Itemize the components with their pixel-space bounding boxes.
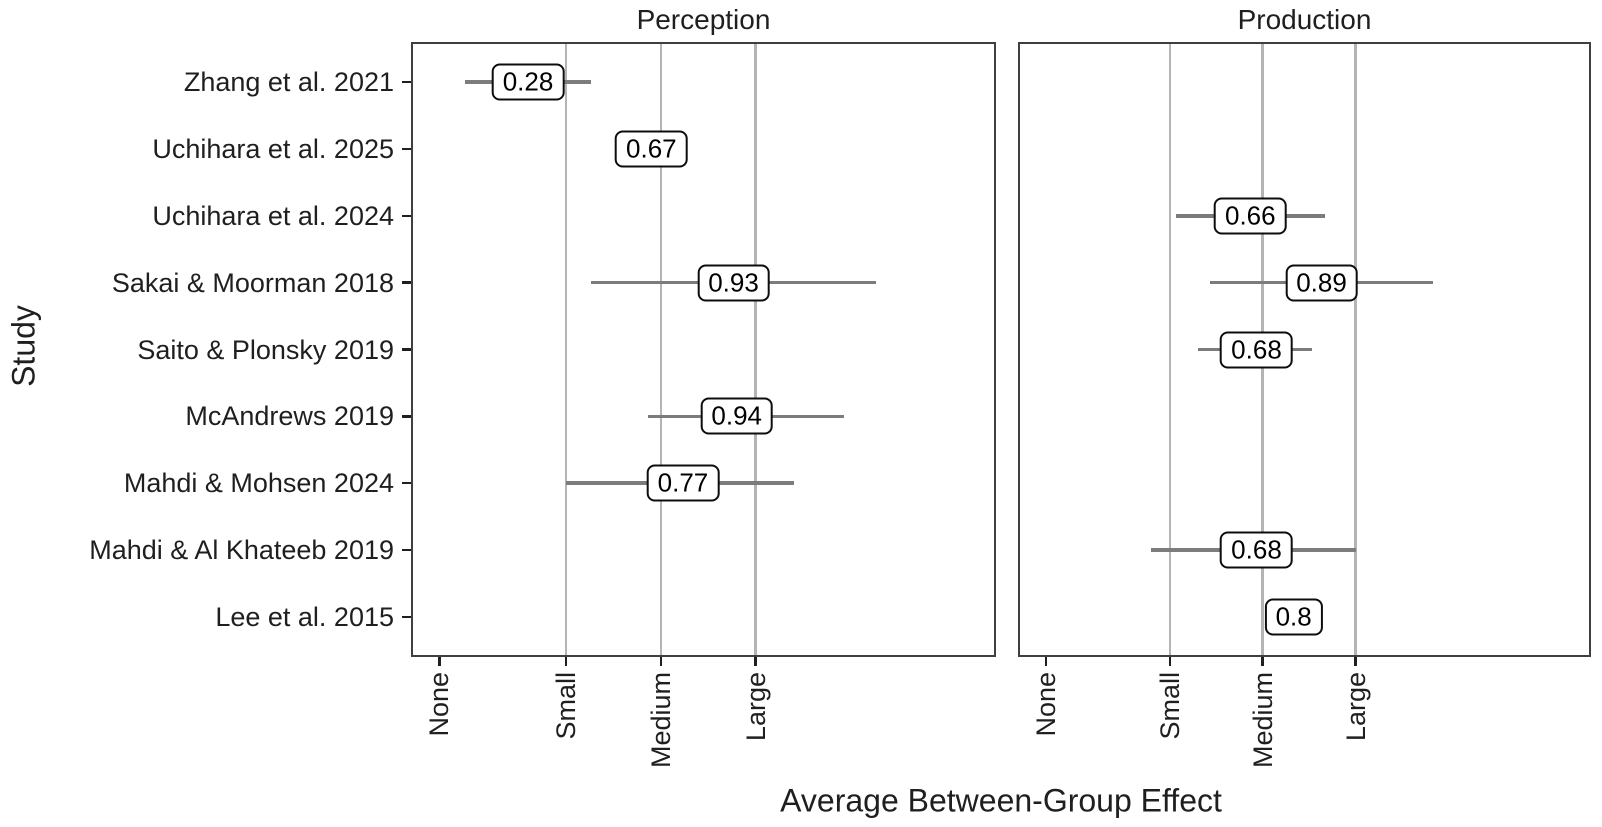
gridline	[1168, 44, 1172, 655]
x-tick-mark	[1261, 657, 1264, 666]
x-tick-mark	[438, 657, 441, 666]
y-tick-label: Lee et al. 2015	[215, 601, 394, 632]
x-tick-mark	[659, 657, 663, 666]
y-tick-mark	[402, 615, 411, 619]
x-axis-title: Average Between-Group Effect	[780, 782, 1222, 819]
gridline	[659, 44, 663, 655]
estimate-label-box: 0.77	[646, 464, 720, 502]
estimate-label-box: 0.66	[1213, 197, 1287, 235]
x-tick-mark	[1168, 657, 1172, 666]
estimate-label-box: 0.28	[491, 63, 565, 101]
y-tick-mark	[402, 80, 411, 84]
y-tick-label: Saito & Plonsky 2019	[137, 334, 394, 365]
facet-title-perception: Perception	[636, 4, 771, 35]
x-tick-label-text: Small	[1154, 672, 1185, 740]
gridline	[754, 44, 757, 655]
x-tick-label-text: None	[1030, 672, 1061, 737]
x-tick-mark	[754, 657, 757, 666]
panel-perception	[411, 42, 996, 657]
gridline	[1354, 44, 1357, 655]
x-tick-label-text: Large	[1340, 672, 1371, 742]
x-tick-mark	[1354, 657, 1357, 666]
estimate-label-box: 0.68	[1220, 331, 1293, 368]
y-tick-label: Uchihara et al. 2025	[152, 133, 394, 164]
x-tick-label-text: Large	[740, 672, 771, 742]
x-tick-mark	[1044, 657, 1048, 666]
y-tick-label: Sakai & Moorman 2018	[111, 267, 394, 298]
y-tick-label: Uchihara et al. 2024	[152, 200, 394, 231]
y-tick-mark	[402, 214, 411, 218]
x-tick-label-text: Medium	[1247, 672, 1278, 769]
y-tick-mark	[402, 147, 411, 151]
y-tick-label: Mahdi & Mohsen 2024	[123, 468, 394, 499]
y-tick-label: McAndrews 2019	[185, 401, 394, 432]
estimate-label-box: 0.8	[1264, 598, 1323, 636]
estimate-label-box: 0.68	[1220, 531, 1293, 569]
y-tick-mark	[402, 481, 411, 485]
x-tick-label-text: Medium	[645, 672, 676, 769]
y-tick-mark	[402, 348, 411, 351]
estimate-label-box: 0.93	[697, 264, 770, 302]
y-tick-mark	[402, 415, 411, 418]
x-tick-mark	[564, 657, 568, 666]
x-tick-label-text: None	[424, 672, 455, 737]
y-axis-title-text: Study	[5, 304, 42, 387]
y-tick-mark	[402, 281, 411, 284]
estimate-label-box: 0.67	[615, 130, 688, 168]
gridline	[564, 44, 568, 655]
estimate-label-box: 0.89	[1285, 264, 1358, 302]
facet-title-production: Production	[1237, 4, 1372, 35]
x-tick-label-text: Small	[550, 672, 581, 740]
estimate-label-box: 0.94	[700, 397, 773, 435]
y-tick-label: Zhang et al. 2021	[183, 67, 394, 98]
y-tick-label: Mahdi & Al Khateeb 2019	[89, 535, 394, 566]
y-tick-mark	[402, 548, 411, 552]
